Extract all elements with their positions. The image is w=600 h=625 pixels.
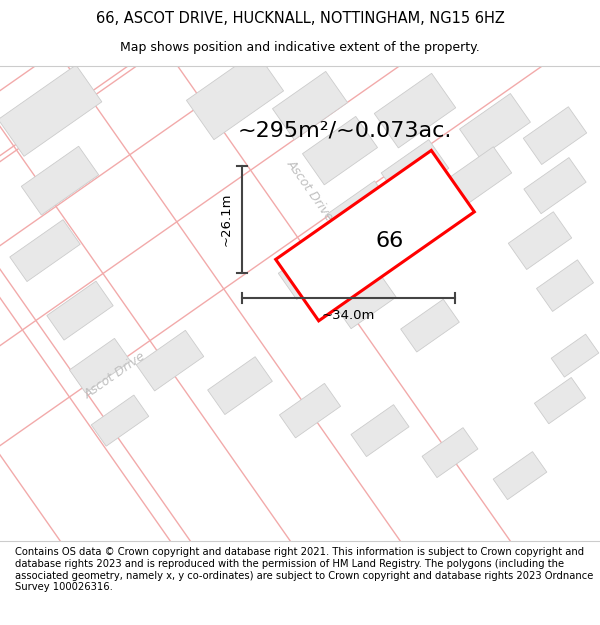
- Polygon shape: [327, 181, 393, 241]
- Polygon shape: [47, 281, 113, 340]
- Text: Ascot Drive: Ascot Drive: [284, 158, 336, 224]
- Text: Ascot Drive: Ascot Drive: [82, 350, 148, 401]
- Polygon shape: [508, 212, 572, 269]
- Polygon shape: [0, 65, 102, 156]
- Text: ~26.1m: ~26.1m: [220, 192, 233, 246]
- Polygon shape: [10, 220, 80, 281]
- Polygon shape: [551, 334, 599, 377]
- Polygon shape: [524, 158, 586, 214]
- Text: ~295m²/~0.073ac.: ~295m²/~0.073ac.: [238, 121, 452, 141]
- Polygon shape: [136, 330, 204, 391]
- Polygon shape: [334, 272, 396, 329]
- Polygon shape: [523, 107, 587, 164]
- Polygon shape: [187, 52, 284, 139]
- Text: ~34.0m: ~34.0m: [322, 309, 375, 322]
- Polygon shape: [278, 242, 342, 299]
- Polygon shape: [91, 395, 149, 446]
- Polygon shape: [460, 94, 530, 158]
- Polygon shape: [351, 404, 409, 457]
- Polygon shape: [401, 299, 460, 352]
- Polygon shape: [275, 151, 475, 321]
- Polygon shape: [536, 260, 593, 311]
- Polygon shape: [381, 139, 449, 202]
- Text: 66, ASCOT DRIVE, HUCKNALL, NOTTINGHAM, NG15 6HZ: 66, ASCOT DRIVE, HUCKNALL, NOTTINGHAM, N…: [95, 11, 505, 26]
- Polygon shape: [448, 147, 512, 204]
- Polygon shape: [535, 378, 586, 424]
- Polygon shape: [493, 452, 547, 499]
- Polygon shape: [302, 116, 377, 185]
- Text: Contains OS data © Crown copyright and database right 2021. This information is : Contains OS data © Crown copyright and d…: [15, 548, 593, 592]
- Polygon shape: [280, 383, 341, 438]
- Polygon shape: [208, 357, 272, 414]
- Text: 66: 66: [376, 231, 404, 251]
- Polygon shape: [272, 71, 347, 140]
- Polygon shape: [374, 73, 456, 148]
- Text: Map shows position and indicative extent of the property.: Map shows position and indicative extent…: [120, 41, 480, 54]
- Polygon shape: [70, 338, 131, 393]
- Polygon shape: [422, 428, 478, 478]
- Polygon shape: [21, 146, 99, 215]
